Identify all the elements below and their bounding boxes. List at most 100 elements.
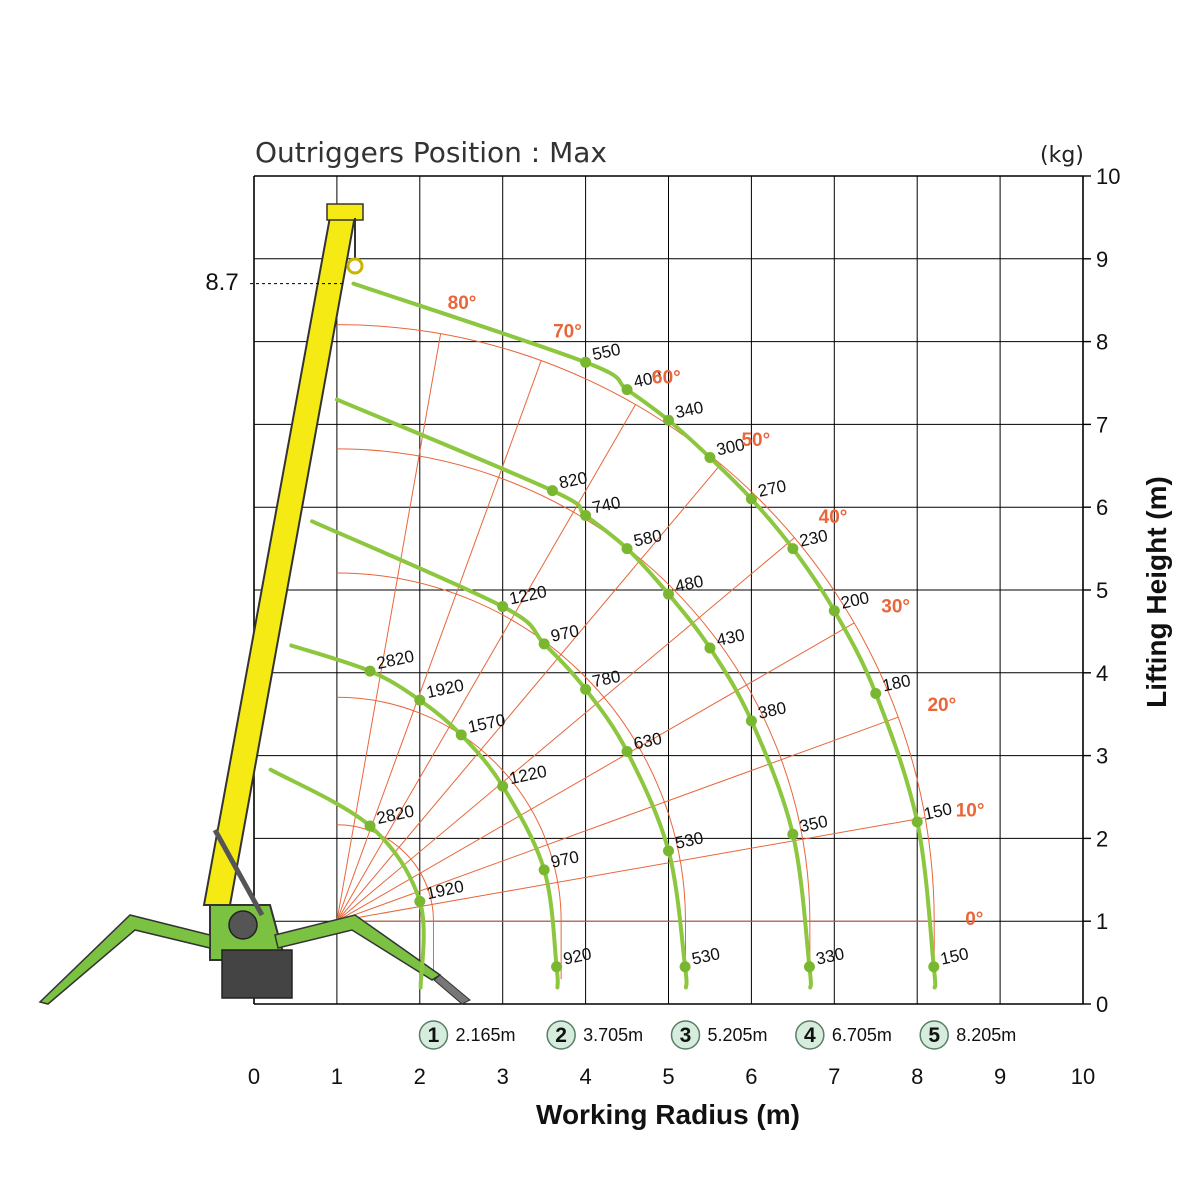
- load-value: 970: [549, 847, 581, 871]
- boom-number: 2: [555, 1024, 567, 1047]
- angle-label: 60°: [652, 367, 681, 388]
- angle-label: 20°: [927, 695, 956, 716]
- load-value: 180: [881, 671, 913, 695]
- range-arc: [336, 696, 562, 922]
- y-tick-label: 0: [1096, 992, 1108, 1017]
- boom-number: 5: [928, 1024, 940, 1047]
- chart-title: Outriggers Position : Max: [255, 136, 607, 169]
- x-tick-label: 0: [248, 1064, 260, 1089]
- y-tick-label: 1: [1096, 909, 1108, 934]
- load-value: 580: [632, 526, 664, 550]
- y-tick-label: 9: [1096, 247, 1108, 272]
- load-point: [704, 642, 716, 654]
- angle-line: [336, 817, 926, 922]
- load-point: [497, 601, 509, 613]
- boom-number: 4: [804, 1024, 816, 1047]
- load-value: 1220: [508, 582, 549, 608]
- load-point: [679, 961, 691, 973]
- range-arc: [336, 572, 686, 922]
- load-point: [580, 683, 592, 695]
- angle-line: [336, 537, 795, 922]
- outrigger-right: [274, 914, 442, 981]
- angle-label: 30°: [881, 596, 910, 617]
- outrigger-foot: [433, 974, 471, 1005]
- load-value: 1920: [425, 676, 466, 702]
- boom-number-badge: [919, 1020, 949, 1050]
- load-point: [704, 452, 716, 464]
- load-value: 1220: [508, 762, 549, 788]
- load-value: 780: [590, 667, 622, 691]
- load-point: [787, 828, 799, 840]
- angle-label: 80°: [448, 293, 477, 314]
- angle-line: [336, 360, 542, 922]
- boom-legend: 1 2.165m 2 3.705m 3 5.205m 4 6.705m 5 8.205m: [418, 1020, 1016, 1050]
- boom-cylinder: [212, 828, 265, 917]
- load-value: 2820: [375, 801, 416, 827]
- angle-line: [336, 333, 442, 922]
- x-tick-label: 2: [414, 1064, 426, 1089]
- load-value: 350: [798, 812, 830, 836]
- y-tick-label: 10: [1096, 164, 1120, 189]
- y-tick-label: 4: [1096, 661, 1108, 686]
- crane-track: [221, 949, 293, 999]
- x-axis-title: Working Radius (m): [536, 1099, 800, 1130]
- boom-radius-label: 2.165m: [455, 1025, 515, 1045]
- load-point: [928, 961, 940, 973]
- boom-number-badge: [418, 1020, 449, 1050]
- x-tick-label: 3: [497, 1064, 509, 1089]
- angle-line: [336, 716, 899, 922]
- boom-radius-label: 5.205m: [707, 1025, 767, 1045]
- outrigger-left: [38, 914, 211, 1005]
- load-point: [414, 895, 426, 907]
- load-value: 630: [632, 729, 664, 753]
- range-lines: [336, 324, 935, 980]
- boom-head: [326, 203, 364, 221]
- load-value: 380: [756, 698, 788, 722]
- angle-label: 0°: [965, 909, 983, 930]
- load-point: [803, 961, 815, 973]
- load-value: 340: [673, 398, 705, 422]
- grid: [253, 175, 1084, 1005]
- range-arc: [336, 324, 935, 922]
- load-curve: [268, 767, 426, 990]
- max-height-label: 8.7: [205, 269, 238, 296]
- y-tick-label: 7: [1096, 412, 1108, 437]
- load-value: 970: [549, 621, 581, 645]
- load-point: [870, 688, 882, 699]
- boom-radius-label: 8.205m: [956, 1025, 1016, 1045]
- load-value: 550: [590, 340, 622, 364]
- load-value: 920: [561, 944, 593, 968]
- x-tick-label: 8: [911, 1064, 923, 1089]
- load-value: 2820: [375, 647, 416, 673]
- load-value: 200: [839, 588, 871, 612]
- load-point: [828, 605, 840, 617]
- load-point: [364, 665, 376, 677]
- load-point: [455, 729, 467, 741]
- boom-number: 3: [680, 1024, 692, 1047]
- x-tick-label: 10: [1071, 1064, 1095, 1089]
- load-point: [546, 485, 558, 497]
- load-value: 270: [756, 476, 788, 500]
- load-point: [663, 414, 674, 426]
- load-value: 530: [690, 944, 722, 968]
- load-value: 230: [798, 526, 830, 550]
- load-curve: [310, 519, 689, 990]
- angle-label: 50°: [741, 430, 770, 451]
- load-point: [538, 638, 550, 650]
- load-point: [787, 543, 799, 555]
- crane-illustration: [38, 203, 471, 1005]
- angle-line: [336, 622, 855, 922]
- load-value: 150: [939, 944, 971, 968]
- load-value: 740: [590, 493, 622, 517]
- boom-radius-label: 6.705m: [832, 1025, 892, 1045]
- x-tick-label: 4: [579, 1064, 591, 1089]
- unit-label: (kg): [1040, 143, 1084, 168]
- load-point: [551, 961, 563, 973]
- load-point: [621, 384, 633, 396]
- x-tick-label: 9: [994, 1064, 1006, 1089]
- load-curve: [351, 281, 938, 990]
- boom-number-badge: [670, 1020, 701, 1050]
- load-point: [621, 543, 633, 555]
- y-axis-title: Lifting Height (m): [1141, 476, 1172, 708]
- load-point: [364, 820, 376, 832]
